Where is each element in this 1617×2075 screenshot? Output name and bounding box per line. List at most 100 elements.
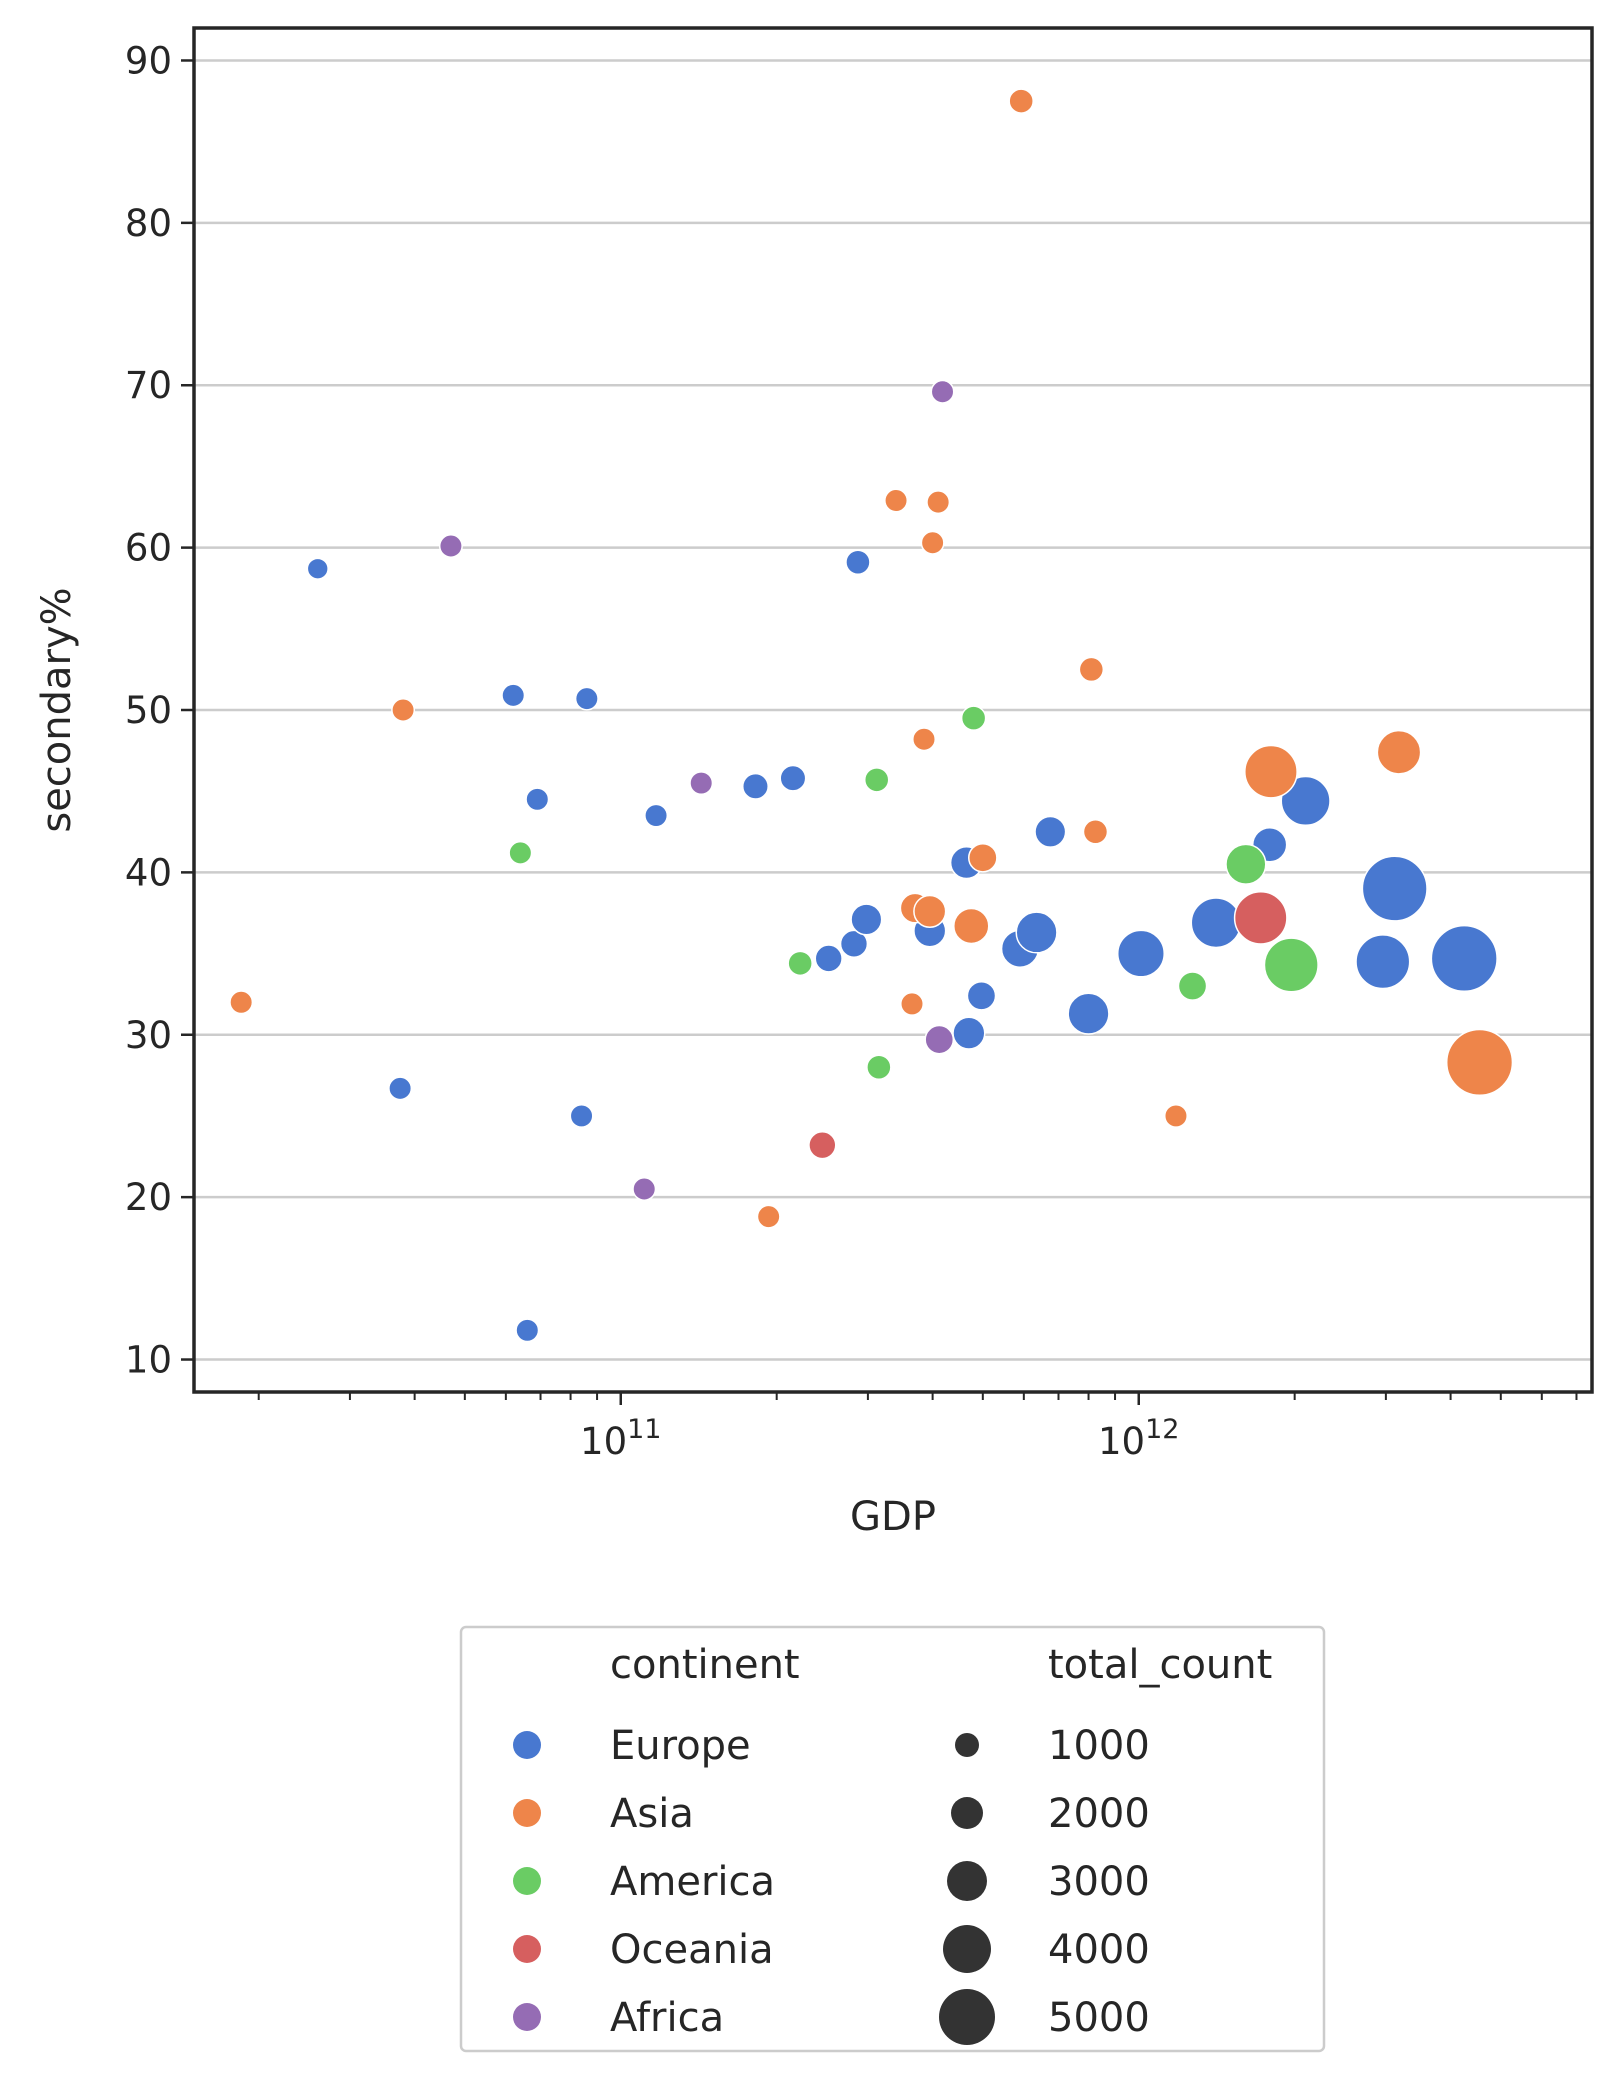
point-asia: [1078, 656, 1105, 683]
y-tick-label: 50: [125, 689, 172, 732]
point-asia: [912, 727, 936, 752]
point-asia: [1244, 744, 1298, 799]
legend-size-marker: [939, 1989, 995, 2045]
point-europe: [1067, 992, 1110, 1035]
legend-label-america: America: [610, 1859, 775, 1905]
point-europe: [644, 803, 669, 828]
point-asia: [756, 1204, 781, 1229]
legend-label-africa: Africa: [610, 1995, 724, 2041]
legend-size-marker: [947, 1861, 987, 1901]
point-asia: [913, 894, 947, 928]
legend-hue-entries: Europe Asia America Oceania Africa: [513, 1723, 775, 2041]
point-europe: [306, 557, 329, 580]
point-america: [960, 705, 987, 731]
point-asia: [967, 842, 998, 873]
y-tick-label: 60: [125, 527, 172, 570]
point-europe: [839, 929, 869, 958]
point-asia: [920, 530, 945, 555]
point-europe: [814, 944, 843, 973]
point-europe: [1430, 924, 1498, 993]
legend-size-label: 3000: [1048, 1859, 1150, 1905]
legend-size-label: 4000: [1048, 1927, 1150, 1973]
legend-size-label: 2000: [1048, 1791, 1150, 1837]
x-tick-label: 1012: [1098, 1414, 1179, 1463]
point-europe: [501, 683, 526, 708]
point-africa: [632, 1177, 657, 1201]
point-europe: [525, 787, 550, 812]
legend-label-europe: Europe: [610, 1723, 751, 1769]
point-europe: [845, 549, 871, 575]
scatter-points: [229, 88, 1514, 1343]
point-europe: [574, 686, 599, 711]
legend-label-oceania: Oceania: [610, 1927, 774, 1973]
point-europe: [779, 764, 807, 792]
legend-size-marker: [951, 1797, 983, 1829]
point-europe: [515, 1318, 540, 1343]
legend: continent total_count Europe Asia America O…: [459, 1625, 1326, 2053]
point-asia: [1163, 1103, 1188, 1128]
point-asia: [953, 907, 990, 945]
legend-size-marker: [943, 1925, 991, 1973]
y-gridlines: [194, 59, 1592, 1361]
legend-marker-america: [513, 1867, 541, 1895]
point-europe: [1280, 775, 1331, 827]
point-america: [863, 767, 890, 793]
point-america: [1177, 971, 1208, 1001]
point-asia: [1376, 729, 1422, 775]
point-europe: [1361, 855, 1428, 922]
point-asia: [884, 488, 909, 513]
point-europe: [966, 980, 997, 1011]
legend-marker-oceania: [513, 1935, 541, 1963]
legend-size-title: total_count: [1048, 1642, 1272, 1688]
legend-size-entries: 1000 2000 3000 4000 5000: [939, 1723, 1150, 2045]
y-axis: 10 20 30 40 50 60 70 80 90: [125, 39, 194, 1382]
point-europe: [1116, 929, 1165, 978]
y-tick-label: 90: [125, 39, 172, 82]
y-tick-label: 70: [125, 364, 172, 407]
x-axis-label: GDP: [850, 1494, 936, 1540]
point-asia: [1445, 1028, 1514, 1096]
point-europe: [952, 1016, 986, 1050]
legend-size-marker: [955, 1733, 979, 1757]
x-tick-label-exponent: 11: [627, 1414, 661, 1445]
point-asia: [926, 490, 951, 515]
point-europe: [850, 903, 883, 936]
point-europe: [741, 772, 769, 800]
y-tick-label: 80: [125, 202, 172, 245]
point-europe: [1015, 911, 1058, 954]
point-europe: [1190, 897, 1242, 949]
legend-frame: [459, 1625, 1326, 2053]
point-america: [1225, 843, 1267, 885]
y-tick-label: 20: [125, 1176, 172, 1219]
point-africa: [689, 771, 714, 796]
y-axis-label: secondary%: [34, 587, 80, 832]
point-oceania: [1233, 890, 1288, 945]
point-africa: [930, 379, 955, 404]
legend-marker-africa: [513, 2003, 541, 2031]
legend-size-label: 5000: [1048, 1995, 1150, 2041]
y-tick-label: 40: [125, 851, 172, 894]
legend-hue-title: continent: [610, 1642, 800, 1688]
legend-marker-asia: [513, 1799, 541, 1827]
point-asia: [900, 991, 924, 1016]
point-europe: [569, 1103, 594, 1128]
point-america: [787, 950, 813, 977]
point-oceania: [808, 1131, 837, 1160]
legend-marker-europe: [513, 1731, 541, 1759]
point-europe: [388, 1076, 413, 1101]
legend-label-asia: Asia: [610, 1791, 694, 1837]
legend-size-label: 1000: [1048, 1723, 1150, 1769]
x-tick-label-exponent: 12: [1145, 1414, 1179, 1445]
x-tick-label-base: 10: [580, 1420, 627, 1463]
point-asia: [1082, 819, 1109, 845]
point-europe: [1034, 815, 1067, 848]
x-tick-label-base: 10: [1098, 1420, 1145, 1463]
point-europe: [1355, 934, 1411, 990]
x-tick-label: 1011: [580, 1414, 661, 1463]
x-axis: 1011 1012: [257, 1392, 1578, 1463]
point-africa: [924, 1024, 955, 1055]
point-america: [866, 1054, 892, 1080]
y-tick-label: 30: [125, 1014, 172, 1057]
point-africa: [438, 534, 463, 558]
